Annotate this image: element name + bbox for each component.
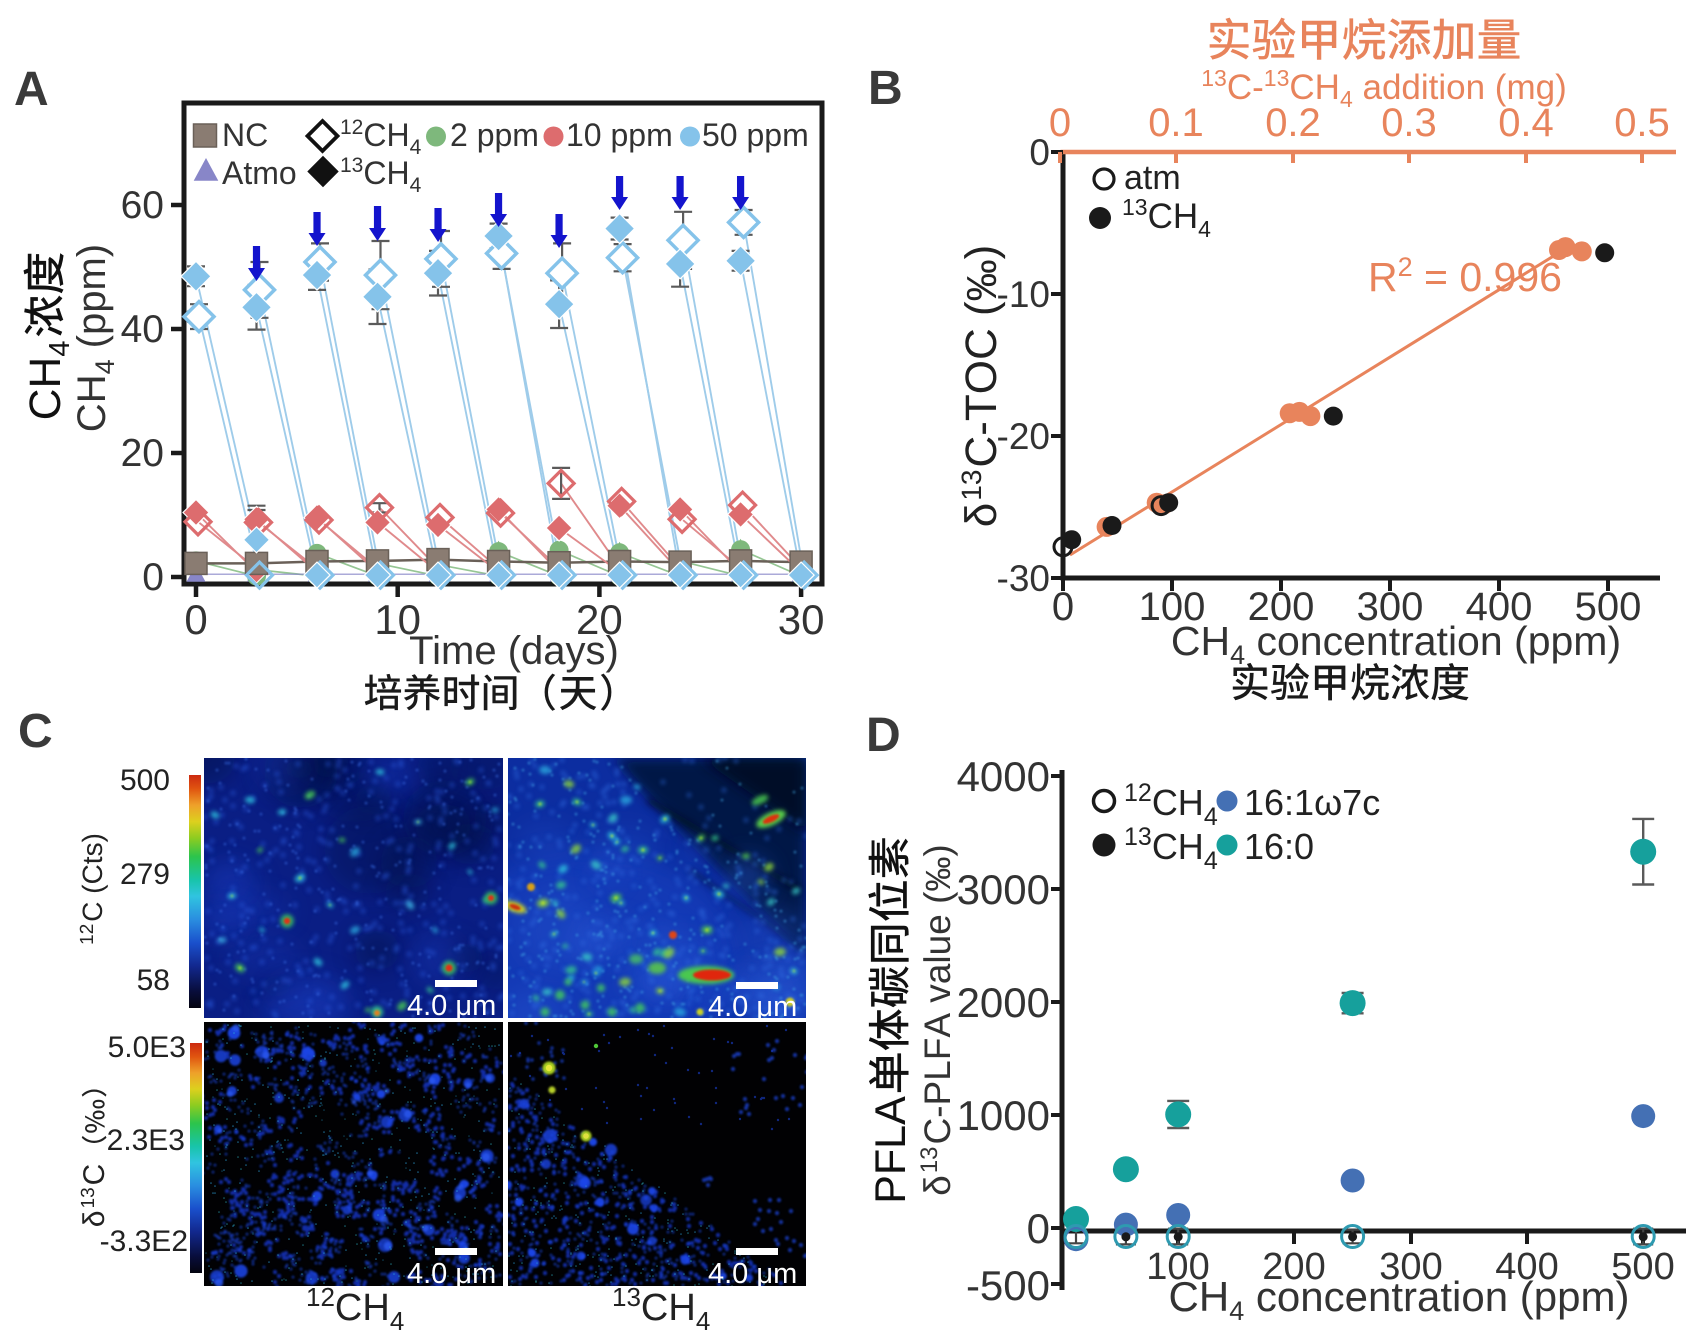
svg-text:10: 10 xyxy=(374,596,421,643)
svg-text:C: C xyxy=(18,705,53,758)
svg-text:12CH4: 12CH4 xyxy=(1124,779,1218,831)
svg-text:Atmo: Atmo xyxy=(222,155,297,191)
svg-text:13CH4: 13CH4 xyxy=(612,1282,710,1330)
svg-text:B: B xyxy=(868,62,903,115)
svg-text:-10: -10 xyxy=(997,274,1050,315)
svg-text:3000: 3000 xyxy=(957,866,1050,913)
svg-text:2 ppm: 2 ppm xyxy=(450,117,539,153)
svg-text:12CH4: 12CH4 xyxy=(340,116,422,159)
svg-text:0: 0 xyxy=(1029,132,1050,173)
svg-text:0: 0 xyxy=(142,556,164,599)
svg-text:0.2: 0.2 xyxy=(1265,101,1321,145)
svg-text:40: 40 xyxy=(121,308,164,351)
svg-text:-30: -30 xyxy=(997,558,1050,599)
svg-text:R2 = 0.996: R2 = 0.996 xyxy=(1368,252,1562,300)
svg-text:279: 279 xyxy=(120,858,170,891)
svg-text:0: 0 xyxy=(184,596,207,643)
svg-text:500: 500 xyxy=(120,764,170,797)
svg-text:0: 0 xyxy=(1052,585,1074,629)
svg-text:50 ppm: 50 ppm xyxy=(702,117,809,153)
svg-text:CH4 concentration (ppm): CH4 concentration (ppm) xyxy=(1169,1273,1630,1326)
svg-text:30: 30 xyxy=(778,596,825,643)
svg-text:16:0: 16:0 xyxy=(1244,826,1314,867)
svg-text:0.3: 0.3 xyxy=(1381,101,1437,145)
svg-text:400: 400 xyxy=(1466,585,1533,629)
svg-text:0.5: 0.5 xyxy=(1614,101,1670,145)
svg-text:5.0E3: 5.0E3 xyxy=(108,1031,186,1064)
svg-text:100: 100 xyxy=(1146,1246,1209,1288)
svg-text:0.4: 0.4 xyxy=(1498,101,1554,145)
svg-text:0.1: 0.1 xyxy=(1148,101,1204,145)
svg-text:NC: NC xyxy=(222,117,268,153)
svg-text:-3.3E2: -3.3E2 xyxy=(100,1225,188,1258)
svg-text:atm: atm xyxy=(1124,159,1181,197)
svg-text:13CH4: 13CH4 xyxy=(1122,194,1211,242)
svg-text:500: 500 xyxy=(1575,585,1642,629)
svg-text:500: 500 xyxy=(1611,1246,1674,1288)
svg-text:13CH4: 13CH4 xyxy=(340,154,422,197)
svg-text:Time (days): Time (days) xyxy=(409,629,619,673)
svg-text:4.0 μm: 4.0 μm xyxy=(708,991,797,1023)
svg-text:300: 300 xyxy=(1379,1246,1442,1288)
svg-text:2000: 2000 xyxy=(957,979,1050,1026)
svg-text:A: A xyxy=(14,63,49,116)
svg-text:200: 200 xyxy=(1262,1246,1325,1288)
svg-text:13C-13CH4 addition (mg): 13C-13CH4 addition (mg) xyxy=(1201,65,1566,112)
svg-text:60: 60 xyxy=(121,184,164,227)
svg-text:D: D xyxy=(866,709,901,762)
svg-text:1000: 1000 xyxy=(957,1092,1050,1139)
svg-text:0: 0 xyxy=(1049,101,1071,145)
svg-text:-20: -20 xyxy=(997,416,1050,457)
svg-text:20: 20 xyxy=(576,596,623,643)
svg-text:2.3E3: 2.3E3 xyxy=(107,1124,185,1157)
svg-text:20: 20 xyxy=(121,432,164,475)
svg-text:12CH4: 12CH4 xyxy=(306,1282,404,1330)
svg-text:CH4 concentration (ppm): CH4 concentration (ppm) xyxy=(1171,618,1621,670)
svg-text:4.0 μm: 4.0 μm xyxy=(407,990,496,1022)
svg-text:200: 200 xyxy=(1248,585,1315,629)
svg-text:58: 58 xyxy=(137,964,170,997)
svg-text:300: 300 xyxy=(1357,585,1424,629)
svg-text:4000: 4000 xyxy=(957,753,1050,800)
svg-text:10 ppm: 10 ppm xyxy=(566,117,673,153)
svg-text:100: 100 xyxy=(1139,585,1206,629)
svg-text:13CH4: 13CH4 xyxy=(1124,823,1218,875)
svg-text:400: 400 xyxy=(1495,1246,1558,1288)
svg-text:4.0 μm: 4.0 μm xyxy=(708,1258,797,1290)
svg-text:16:1ω7c: 16:1ω7c xyxy=(1244,782,1380,823)
svg-text:4.0 μm: 4.0 μm xyxy=(407,1258,496,1290)
svg-text:-500: -500 xyxy=(966,1262,1050,1309)
svg-text:0: 0 xyxy=(1027,1205,1050,1252)
